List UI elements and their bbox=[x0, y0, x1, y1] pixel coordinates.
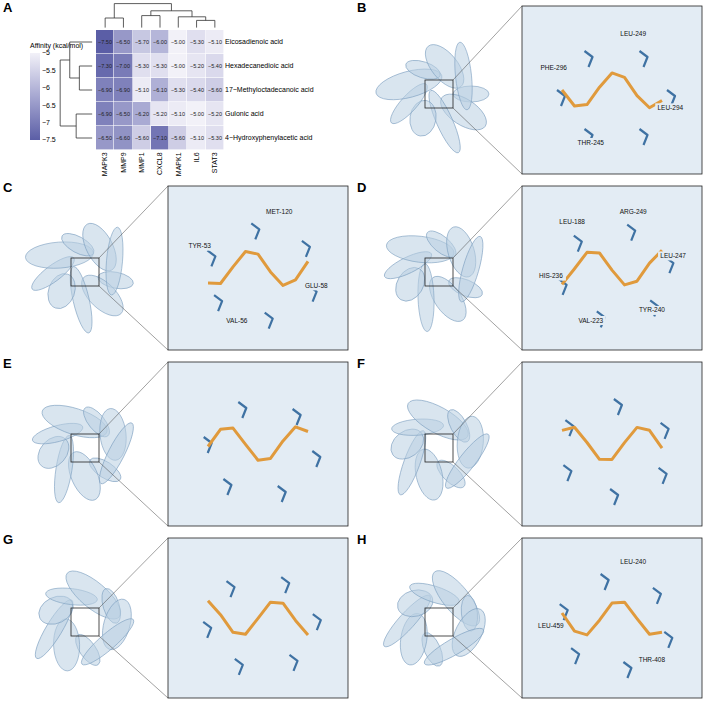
html-text:G: G bbox=[3, 532, 14, 547]
svg-text:−5.30: −5.30 bbox=[171, 87, 185, 93]
svg-text:−5.10: −5.10 bbox=[190, 135, 204, 141]
html-text:E: E bbox=[3, 356, 12, 371]
svg-text:Eicosadienoic acid: Eicosadienoic acid bbox=[225, 38, 283, 45]
svg-text:−6.50: −6.50 bbox=[98, 135, 112, 141]
svg-text:HIS-236: HIS-236 bbox=[539, 272, 563, 279]
svg-text:−7: −7 bbox=[42, 119, 50, 126]
html-text:H: H bbox=[357, 532, 367, 547]
svg-text:TYR-53: TYR-53 bbox=[188, 242, 211, 249]
svg-text:−6: −6 bbox=[42, 84, 50, 91]
svg-text:−5.40: −5.40 bbox=[190, 87, 204, 93]
svg-text:−5.00: −5.00 bbox=[190, 111, 204, 117]
svg-text:Gulonic acid: Gulonic acid bbox=[225, 110, 264, 117]
svg-text:LEU-247: LEU-247 bbox=[660, 252, 686, 259]
svg-text:−5: −5 bbox=[42, 49, 50, 56]
svg-text:LEU-188: LEU-188 bbox=[559, 218, 585, 225]
svg-text:IL6: IL6 bbox=[193, 152, 200, 162]
svg-text:−5.60: −5.60 bbox=[208, 87, 222, 93]
svg-text:−6.5: −6.5 bbox=[42, 102, 56, 109]
html-text:C: C bbox=[3, 180, 13, 195]
svg-text:STAT3: STAT3 bbox=[211, 152, 218, 173]
svg-text:−6.20: −6.20 bbox=[135, 111, 149, 117]
svg-text:Affinity (kcal/mol): Affinity (kcal/mol) bbox=[30, 42, 83, 50]
svg-text:LEU-240: LEU-240 bbox=[620, 558, 646, 565]
html-text:F: F bbox=[357, 356, 365, 371]
html-text:B: B bbox=[357, 0, 367, 15]
svg-text:−5.40: −5.40 bbox=[208, 63, 222, 69]
svg-text:TYR-240: TYR-240 bbox=[639, 306, 665, 313]
svg-text:−5.20: −5.20 bbox=[190, 63, 204, 69]
svg-text:MAPK3: MAPK3 bbox=[101, 152, 108, 176]
svg-text:−5.30: −5.30 bbox=[135, 63, 149, 69]
svg-text:−5.60: −5.60 bbox=[135, 135, 149, 141]
svg-text:ARG-249: ARG-249 bbox=[620, 208, 647, 215]
svg-text:MMP9: MMP9 bbox=[120, 152, 127, 172]
svg-text:4−Hydroxyphenylacetic acid: 4−Hydroxyphenylacetic acid bbox=[225, 134, 312, 142]
svg-text:MAPK1: MAPK1 bbox=[175, 152, 182, 176]
svg-text:PHE-296: PHE-296 bbox=[541, 64, 568, 71]
svg-text:−6.60: −6.60 bbox=[116, 135, 130, 141]
svg-text:−5.5: −5.5 bbox=[42, 67, 56, 74]
svg-text:−5.60: −5.60 bbox=[171, 135, 185, 141]
svg-text:−6.90: −6.90 bbox=[116, 87, 130, 93]
svg-text:−6.90: −6.90 bbox=[98, 87, 112, 93]
svg-text:−5.10: −5.10 bbox=[135, 87, 149, 93]
svg-text:17−Methyloctadecanoic acid: 17−Methyloctadecanoic acid bbox=[225, 86, 314, 94]
svg-text:−7.10: −7.10 bbox=[153, 135, 167, 141]
svg-text:−5.30: −5.30 bbox=[208, 135, 222, 141]
svg-text:−5.20: −5.20 bbox=[153, 111, 167, 117]
svg-text:−7.00: −7.00 bbox=[116, 63, 130, 69]
svg-text:−5.10: −5.10 bbox=[171, 111, 185, 117]
svg-text:−7.50: −7.50 bbox=[98, 39, 112, 45]
svg-text:LEU-249: LEU-249 bbox=[620, 30, 646, 37]
svg-text:−6.00: −6.00 bbox=[153, 39, 167, 45]
svg-text:VAL-223: VAL-223 bbox=[578, 317, 603, 324]
svg-text:−5.30: −5.30 bbox=[190, 39, 204, 45]
svg-text:−7.30: −7.30 bbox=[98, 63, 112, 69]
svg-text:−5.30: −5.30 bbox=[153, 63, 167, 69]
svg-text:−5.00: −5.00 bbox=[171, 39, 185, 45]
svg-text:−6.10: −6.10 bbox=[153, 87, 167, 93]
svg-text:−5.00: −5.00 bbox=[171, 63, 185, 69]
svg-text:VAL-56: VAL-56 bbox=[226, 317, 248, 324]
svg-text:−6.50: −6.50 bbox=[116, 111, 130, 117]
html-text:D: D bbox=[357, 180, 367, 195]
svg-text:−5.10: −5.10 bbox=[208, 39, 222, 45]
svg-text:MMP1: MMP1 bbox=[138, 152, 145, 172]
svg-text:LEU-294: LEU-294 bbox=[657, 104, 683, 111]
svg-text:−5.20: −5.20 bbox=[208, 111, 222, 117]
svg-text:Hexadecanedioic acid: Hexadecanedioic acid bbox=[225, 62, 294, 69]
svg-text:MET-120: MET-120 bbox=[266, 208, 293, 215]
svg-text:THR-408: THR-408 bbox=[639, 656, 666, 663]
svg-text:GLU-58: GLU-58 bbox=[305, 282, 328, 289]
svg-text:LEU-459: LEU-459 bbox=[538, 622, 564, 629]
svg-text:THR-245: THR-245 bbox=[578, 139, 605, 146]
svg-text:−5.70: −5.70 bbox=[135, 39, 149, 45]
svg-text:CXCL8: CXCL8 bbox=[156, 152, 163, 175]
svg-text:−6.50: −6.50 bbox=[116, 39, 130, 45]
svg-text:−7.5: −7.5 bbox=[42, 136, 56, 143]
svg-text:−6.90: −6.90 bbox=[98, 111, 112, 117]
html-text:A: A bbox=[3, 0, 13, 15]
